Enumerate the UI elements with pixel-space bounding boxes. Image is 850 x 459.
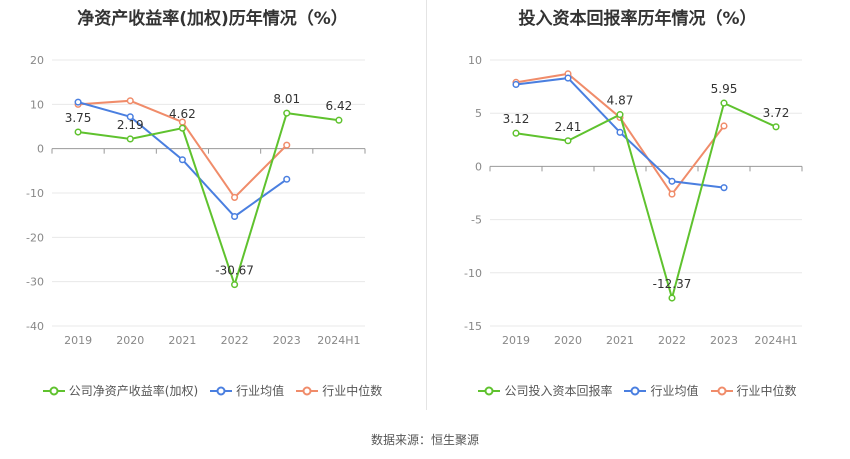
- data-point-industry-median: [668, 190, 676, 198]
- roic-chart-panel: 投入资本回报率历年情况（%） -15 -10 -5 0 5 10 2019 2020 2021 2…: [425, 0, 850, 410]
- data-point-industry-median: [283, 141, 291, 149]
- data-label: -30.67: [215, 264, 254, 278]
- data-point-industry-avg: [668, 177, 676, 185]
- data-point-company: [616, 111, 624, 119]
- data-point-company: [668, 294, 676, 302]
- legend-label-industry-median: 行业中位数: [322, 384, 383, 398]
- data-point-company: [283, 109, 291, 117]
- data-point-industry-avg: [283, 175, 291, 183]
- x-tick-label: 2022: [221, 334, 249, 347]
- data-point-industry-avg: [616, 128, 624, 136]
- y-tick-label: -30: [26, 276, 44, 289]
- legend-item-industry-avg[interactable]: 行业均值: [210, 382, 284, 399]
- data-point-company: [772, 123, 780, 131]
- legend-label-industry-avg: 行业均值: [236, 384, 285, 398]
- legend-item-industry-avg[interactable]: 行业均值: [624, 382, 699, 399]
- y-tick-label: 20: [30, 54, 44, 67]
- data-label: 2.41: [555, 120, 582, 134]
- data-point-industry-avg: [512, 80, 520, 89]
- roic-chart-plot: -15 -10 -5 0 5 10 2019 2020 2021 2022 2023 2024H1 3.…: [464, 54, 803, 347]
- data-label: 2.19: [117, 118, 144, 132]
- data-point-company: [126, 135, 134, 143]
- legend-avg-swatch-icon: [624, 386, 647, 395]
- panel-divider: [426, 0, 427, 410]
- x-tick-label: 2020: [116, 334, 144, 347]
- data-label: 3.12: [503, 112, 530, 126]
- x-tick-label: 2019: [64, 334, 92, 347]
- data-label: 5.95: [711, 82, 738, 96]
- roic-chart-legend: 公司投入资本回报率 行业均值 行业中位数: [425, 382, 850, 399]
- y-tick-label: -5: [471, 214, 482, 227]
- roe-chart-plot: -40 -30 -20 -10 0 10 20 2019 2020 2021 2022 2023 202…: [26, 54, 366, 347]
- y-tick-label: -15: [464, 320, 482, 333]
- y-tick-label: -10: [26, 187, 44, 200]
- legend-median-swatch-icon: [710, 386, 733, 395]
- data-point-company: [512, 129, 520, 137]
- data-point-industry-avg: [564, 74, 572, 82]
- legend-label-industry-median: 行业中位数: [736, 384, 797, 398]
- y-tick-label: 10: [30, 98, 44, 111]
- data-point-industry-avg: [720, 184, 728, 192]
- data-label: -12.37: [653, 277, 692, 291]
- y-tick-label: 0: [475, 160, 482, 173]
- series-line-company: [77, 112, 340, 288]
- legend-avg-swatch-icon: [210, 386, 233, 395]
- legend-median-swatch-icon: [296, 386, 319, 395]
- data-label: 3.72: [763, 106, 790, 120]
- roe-chart-legend: 公司净资产收益率(加权) 行业均值 行业中位数: [0, 382, 425, 399]
- data-point-company: [720, 99, 728, 107]
- data-point-industry-avg: [231, 212, 239, 221]
- data-point-industry-median: [126, 97, 134, 105]
- y-tick-label: 0: [37, 143, 44, 156]
- x-tick-label: 2020: [554, 334, 582, 347]
- legend-item-company[interactable]: 公司净资产收益率(加权): [42, 382, 199, 399]
- x-tick-label: 2019: [502, 334, 530, 347]
- data-point-company: [178, 124, 186, 132]
- x-tick-label: 2021: [168, 334, 196, 347]
- y-tick-label: -10: [464, 267, 482, 280]
- y-tick-label: -40: [26, 320, 44, 333]
- x-tick-label: 2024H1: [754, 334, 797, 347]
- data-label: 4.87: [607, 94, 634, 108]
- roe-chart-title: 净资产收益率(加权)历年情况（%）: [77, 9, 348, 29]
- data-source-note: 数据来源：恒生聚源: [370, 433, 479, 447]
- x-tick-label: 2023: [273, 334, 301, 347]
- data-label: 8.01: [273, 92, 300, 106]
- data-point-company: [335, 116, 343, 124]
- data-point-company: [564, 137, 572, 145]
- y-tick-label: 5: [475, 107, 482, 120]
- data-point-company: [74, 128, 82, 136]
- y-tick-label: 10: [468, 54, 482, 67]
- legend-item-company[interactable]: 公司投入资本回报率: [478, 382, 612, 399]
- data-point-industry-avg: [178, 156, 186, 164]
- legend-company-swatch-icon: [42, 386, 65, 395]
- data-point-company: [231, 281, 239, 289]
- x-tick-label: 2023: [710, 334, 738, 347]
- data-label: 4.62: [169, 107, 196, 121]
- data-label: 6.42: [326, 99, 353, 113]
- data-label: 3.75: [65, 111, 92, 125]
- data-point-industry-avg: [126, 113, 134, 121]
- legend-company-swatch-icon: [478, 386, 501, 395]
- x-tick-label: 2024H1: [317, 334, 360, 347]
- legend-label-company: 公司净资产收益率(加权): [68, 384, 199, 398]
- roe-chart-panel: 净资产收益率(加权)历年情况（%） -40 -30 -20 -10 0 10 20 2019 2…: [0, 0, 425, 410]
- legend-item-industry-median[interactable]: 行业中位数: [296, 382, 382, 399]
- legend-label-company: 公司投入资本回报率: [504, 384, 613, 398]
- x-tick-label: 2021: [606, 334, 634, 347]
- legend-item-industry-median[interactable]: 行业中位数: [710, 382, 797, 399]
- y-tick-label: -20: [26, 231, 44, 244]
- data-point-industry-avg: [74, 98, 82, 106]
- series-line-company: [515, 101, 777, 302]
- roic-chart-title: 投入资本回报率历年情况（%）: [518, 9, 757, 29]
- data-point-industry-median: [231, 193, 239, 201]
- data-point-industry-median: [720, 122, 728, 130]
- legend-label-industry-avg: 行业均值: [650, 384, 699, 398]
- x-tick-label: 2022: [658, 334, 686, 347]
